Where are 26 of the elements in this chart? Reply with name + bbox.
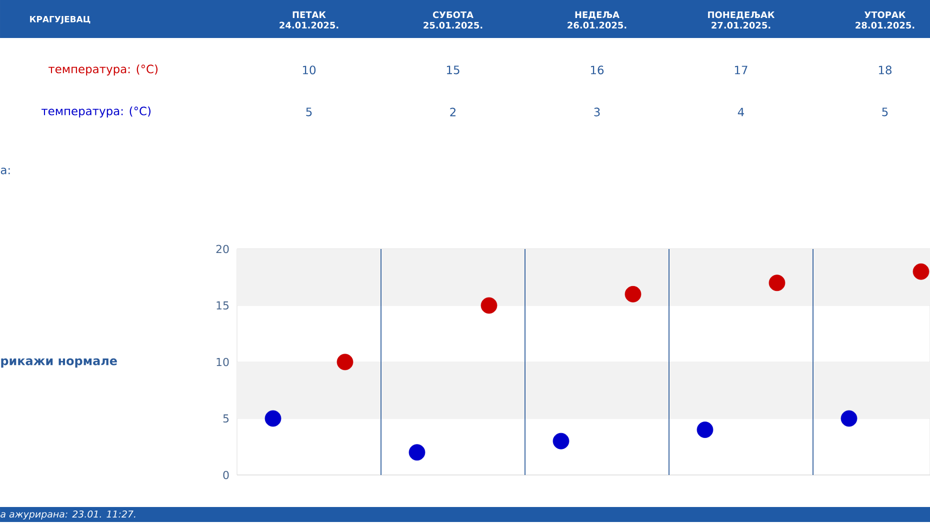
text: ПЕТАК 24.01.2025.	[280, 11, 338, 29]
text: а ажурирана: 23.01. 11:27.	[0, 510, 136, 520]
text: температура: (°C)	[48, 64, 158, 76]
y-tick-label: 5	[223, 414, 229, 423]
y-tick-label: 20	[216, 244, 229, 254]
data-label: 5	[306, 108, 312, 116]
data-label: 15	[446, 66, 460, 74]
text: НЕДЕЉА 26.01.2025.	[568, 11, 626, 29]
data-label: 10	[302, 66, 316, 74]
y-tick-label: 15	[216, 301, 229, 310]
y-tick-label: 0	[223, 470, 229, 480]
text: а:	[0, 168, 10, 174]
data-label: 5	[882, 108, 888, 116]
text: температура: (°C)	[41, 106, 151, 118]
data-label: 18	[878, 66, 892, 74]
data-label: 4	[738, 108, 744, 116]
data-label: 16	[590, 66, 604, 74]
text: СУБОТА 25.01.2025.	[424, 11, 482, 29]
text: рикажи нормале	[1, 358, 117, 368]
text: УТОРАК 28.01.2025.	[856, 11, 914, 29]
y-tick-label: 10	[216, 358, 229, 366]
text: КРАГУЈЕВАЦ	[30, 16, 90, 24]
text: ПОНЕДЕЉАК 27.01.2025.	[708, 11, 775, 29]
data-label: 2	[450, 108, 456, 116]
data-label: 17	[734, 66, 748, 74]
data-label: 3	[594, 108, 600, 116]
